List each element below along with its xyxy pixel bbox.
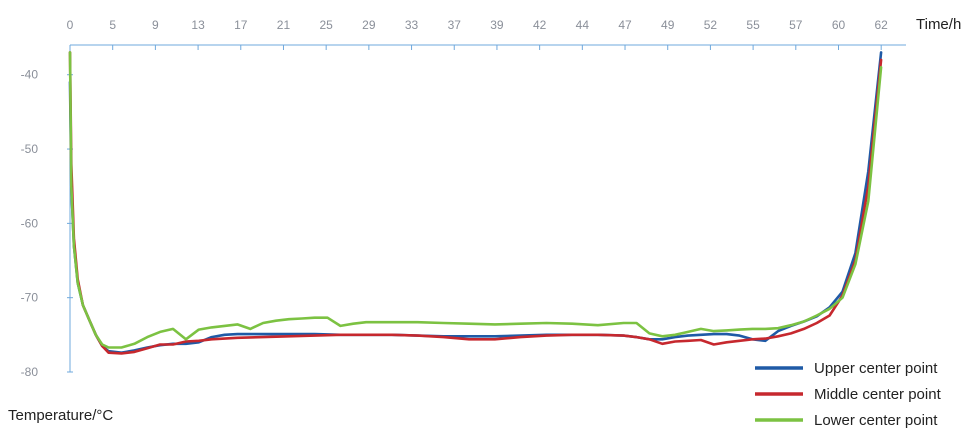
- x-tick-label: 0: [67, 18, 74, 32]
- series-line-lower-center-point: [68, 51, 883, 349]
- x-tick-label: 39: [490, 18, 504, 32]
- series-layer: [68, 51, 883, 355]
- x-tick-label: 17: [234, 18, 248, 32]
- x-tick-label: 55: [746, 18, 760, 32]
- x-axis-title: Time/h: [916, 16, 961, 33]
- x-tick-label: 44: [576, 18, 590, 32]
- series-line-middle-center-point: [68, 51, 883, 355]
- y-axis-title: Temperature/°C: [8, 407, 113, 424]
- x-tick-label: 25: [319, 18, 333, 32]
- x-tick-label: 49: [661, 18, 675, 32]
- x-tick-label: 60: [832, 18, 846, 32]
- y-tick-label: -50: [21, 142, 39, 156]
- x-tick-label: 62: [875, 18, 889, 32]
- x-tick-label: 29: [362, 18, 376, 32]
- legend: Upper center point Middle center point Low…: [755, 360, 942, 429]
- x-tick-label: 21: [277, 18, 291, 32]
- x-tick-label: 9: [152, 18, 159, 32]
- x-tick-label: 42: [533, 18, 547, 32]
- y-tick-label: -70: [21, 291, 39, 305]
- x-tick-label: 5: [109, 18, 116, 32]
- x-tick-label: 52: [704, 18, 718, 32]
- legend-label-middle-center-point: Middle center point: [814, 386, 942, 403]
- y-tick-label: -80: [21, 365, 39, 379]
- x-tick-label: 33: [405, 18, 419, 32]
- legend-label-lower-center-point: Lower center point: [814, 412, 938, 429]
- y-tick-label: -60: [21, 216, 39, 230]
- y-tick-label: -40: [21, 68, 39, 82]
- x-tick-label: 57: [789, 18, 803, 32]
- x-tick-label: 37: [448, 18, 462, 32]
- legend-label-upper-center-point: Upper center point: [814, 360, 938, 377]
- x-tick-label: 47: [618, 18, 632, 32]
- x-tick-label: 13: [191, 18, 205, 32]
- series-line-upper-center-point: [68, 51, 883, 354]
- labels-layer: 0 5 9 13 17 21 25 29 33 37 39 42 44 47 49 52 55 57 60 62 -40…: [8, 16, 961, 424]
